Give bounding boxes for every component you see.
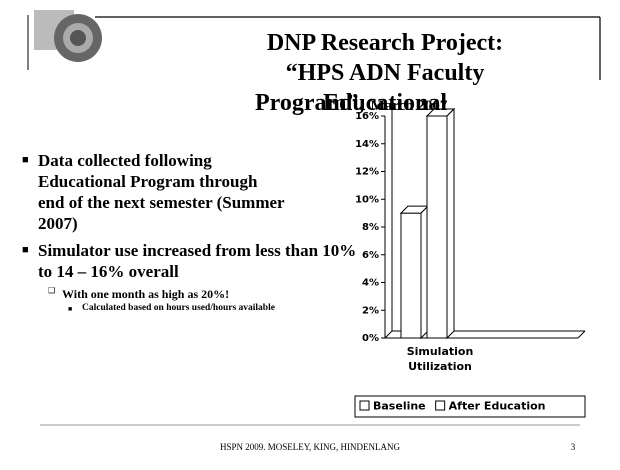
title-line: DNP Research Project: xyxy=(266,30,504,56)
y-tick-label: 16% xyxy=(355,111,379,122)
bar-side xyxy=(446,107,455,340)
y-tick-label: 0% xyxy=(362,333,379,344)
sub-bullet: With one month as high as 20%! xyxy=(62,287,230,301)
y-tick-label: 10% xyxy=(355,194,379,205)
back-wall xyxy=(384,109,393,339)
bullet: Data collected following Educational Pro… xyxy=(38,151,285,233)
x-tick-label: Simulation Utilization xyxy=(406,345,474,373)
title-date: March 2007 xyxy=(370,98,448,114)
floor-side xyxy=(577,330,586,339)
y-tick-label: 12% xyxy=(355,167,379,178)
bullet-marker: ■ xyxy=(22,244,29,256)
bar xyxy=(426,115,448,339)
legend-swatch xyxy=(435,400,446,411)
title-text: Program”, xyxy=(255,90,365,116)
bullet: Simulator use increased from less than 1… xyxy=(38,241,357,281)
y-tick-label: 2% xyxy=(362,305,379,316)
legend-label: After Education xyxy=(449,400,546,413)
sub-marker: ❑ xyxy=(48,286,56,295)
title-line: “HPS ADN Faculty Educational xyxy=(285,60,485,116)
y-tick-label: 8% xyxy=(362,222,379,233)
sub-sub-bullet: Calculated based on hours used/hours ava… xyxy=(82,303,275,313)
sub-marker: ■ xyxy=(68,305,73,313)
bullet-marker: ■ xyxy=(22,154,29,166)
page-number: 3 xyxy=(571,442,576,452)
y-tick-label: 4% xyxy=(362,278,379,289)
footer: HSPN 2009. MOSELEY, KING, HINDENLANG xyxy=(220,442,401,452)
y-tick-label: 6% xyxy=(362,250,379,261)
legend-swatch xyxy=(359,400,370,411)
title-line: Program”, March 2007 xyxy=(255,88,447,121)
bar xyxy=(400,212,422,339)
legend-box xyxy=(354,395,586,418)
legend-label: Baseline xyxy=(373,400,426,413)
y-tick-label: 14% xyxy=(355,139,379,150)
logo xyxy=(34,10,102,62)
